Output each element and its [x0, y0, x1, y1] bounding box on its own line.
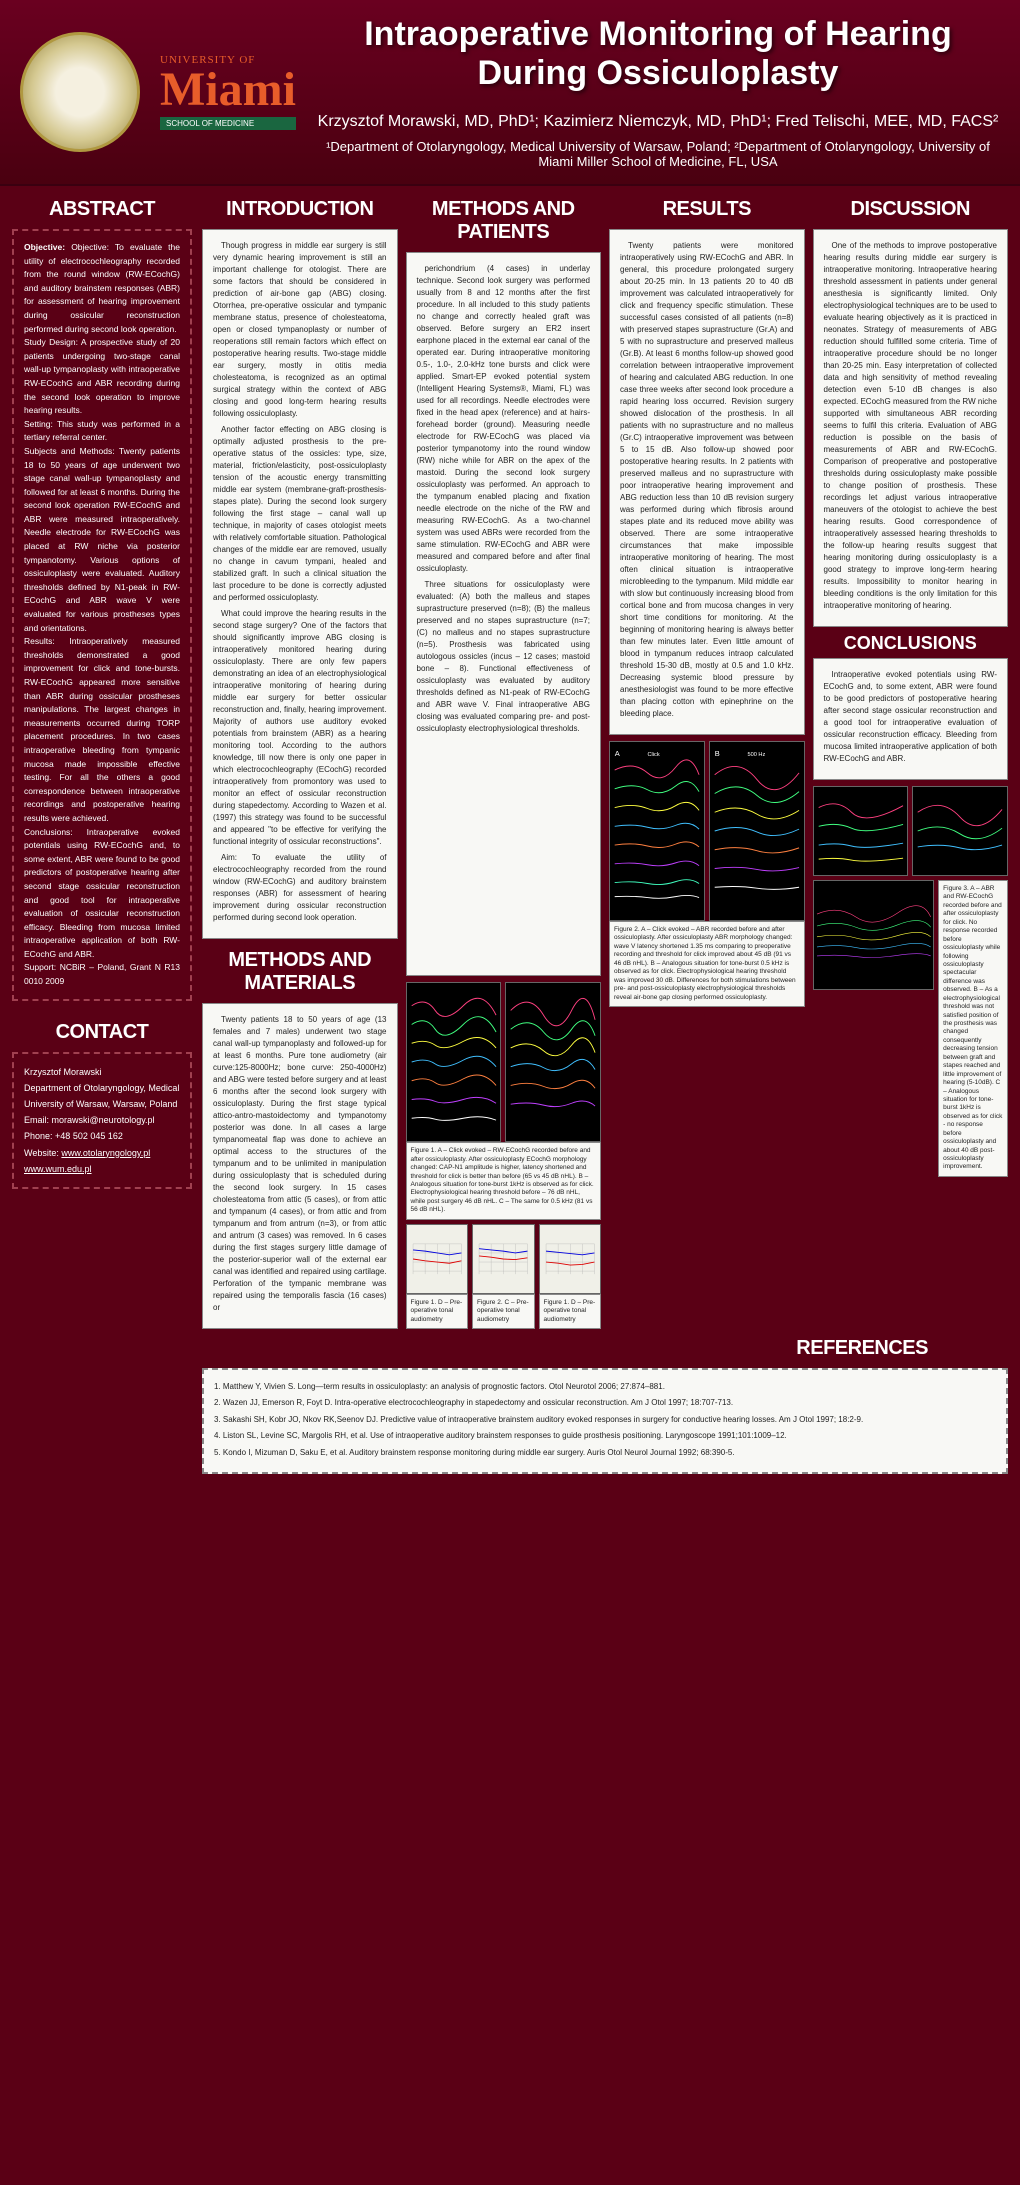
title-block: Intraoperative Monitoring of Hearing Dur…	[316, 15, 1000, 169]
conclusions-box: Intraoperative evoked potentials using R…	[813, 658, 1009, 780]
discussion-box: One of the methods to improve postoperat…	[813, 229, 1009, 627]
results-p1: Twenty patients were monitored intraoper…	[620, 240, 794, 720]
methods-patients-p2: Three situations for ossiculoplasty were…	[417, 579, 591, 735]
audiometry-row: Figure 1. D – Pre-operative tonal audiom…	[406, 1224, 602, 1329]
methods-materials-p1: Twenty patients 18 to 50 years of age (1…	[213, 1014, 387, 1314]
references-box: 1. Matthew Y, Vivien S. Long—term result…	[202, 1368, 1008, 1474]
abstract-p3: Setting: This study was performed in a t…	[24, 418, 180, 445]
contact-name: Krzysztof Morawski	[24, 1064, 180, 1080]
abstract-p2: Study Design: A prospective study of 20 …	[24, 336, 180, 418]
introduction-box: Though progress in middle ear surgery is…	[202, 229, 398, 939]
contact-website2[interactable]: www.wum.edu.pl	[24, 1164, 92, 1174]
discussion-p1: One of the methods to improve postoperat…	[824, 240, 998, 612]
abstract-p5: Results: Intraoperatively measured thres…	[24, 635, 180, 825]
audiometry-1d-cap: Figure 1. D – Pre-operative tonal audiom…	[406, 1294, 469, 1329]
university-seal	[20, 32, 140, 152]
figure-2b: B 500 Hz	[709, 741, 805, 921]
left-column: ABSTRACT Objective: Objective: To evalua…	[12, 198, 192, 1474]
conclusions-heading: CONCLUSIONS	[813, 633, 1009, 654]
top-columns: INTRODUCTION Though progress in middle e…	[202, 198, 1008, 1329]
figure2-caption: Figure 2. A – Click evoked – ABR recorde…	[609, 921, 805, 1007]
intro-p4: Aim: To evaluate the utility of electroc…	[213, 852, 387, 924]
abstract-p4: Subjects and Methods: Twenty patients 18…	[24, 445, 180, 635]
school-of-medicine: SCHOOL OF MEDICINE	[160, 117, 296, 130]
abstract-box: Objective: Objective: To evaluate the ut…	[12, 229, 192, 1001]
audiometry-1d2-cap: Figure 1. D – Pre-operative tonal audiom…	[539, 1294, 602, 1329]
introduction-heading: INTRODUCTION	[202, 198, 398, 221]
abstract-p7: Support: NCBiR – Poland, Grant N R13 001…	[24, 961, 180, 988]
figure-3c	[813, 880, 935, 990]
conclusions-p1: Intraoperative evoked potentials using R…	[824, 669, 998, 765]
methods-materials-box: Twenty patients 18 to 50 years of age (1…	[202, 1003, 398, 1329]
references-section: REFERENCES 1. Matthew Y, Vivien S. Long—…	[202, 1337, 1008, 1474]
figure3-row	[813, 786, 1009, 876]
abstract-heading: ABSTRACT	[12, 198, 192, 221]
ref-3: 3. Sakashi SH, Kobr JO, Nkov RK,Seenov D…	[214, 1413, 996, 1427]
figure-3a	[813, 786, 909, 876]
logo-block: UNIVERSITY OF Miami SCHOOL OF MEDICINE	[160, 54, 296, 130]
figure-1a	[406, 982, 502, 1142]
figure-2a: A Click	[609, 741, 705, 921]
ref-5: 5. Kondo I, Mizuman D, Saku E, et al. Au…	[214, 1446, 996, 1460]
figure1-row	[406, 982, 602, 1142]
figure-1b	[505, 982, 601, 1142]
figure3-caption: Figure 3. A – ABR and RW-ECochG recorded…	[938, 880, 1008, 1177]
poster-header: UNIVERSITY OF Miami SCHOOL OF MEDICINE I…	[0, 0, 1020, 186]
svg-text:A: A	[615, 749, 620, 758]
audiometry-2c	[472, 1224, 535, 1294]
authors-line: Krzysztof Morawski, MD, PhD¹; Kazimierz …	[316, 113, 1000, 131]
ref-1: 1. Matthew Y, Vivien S. Long—term result…	[214, 1380, 996, 1394]
intro-p3: What could improve the hearing results i…	[213, 608, 387, 848]
methods-patients-p1: perichondrium (4 cases) in underlay tech…	[417, 263, 591, 575]
ref-2: 2. Wazen JJ, Emerson R, Foyt D. Intra-op…	[214, 1396, 996, 1410]
figure1-caption: Figure 1. A – Click evoked – RW-ECochG r…	[406, 1142, 602, 1220]
results-heading: RESULTS	[609, 198, 805, 221]
contact-website-label: Website:	[24, 1148, 59, 1158]
poster-title: Intraoperative Monitoring of Hearing Dur…	[316, 15, 1000, 93]
affiliations: ¹Department of Otolaryngology, Medical U…	[316, 139, 1000, 169]
contact-heading: CONTACT	[12, 1021, 192, 1044]
audiometry-2c-cap: Figure 2. C – Pre-operative tonal audiom…	[472, 1294, 535, 1329]
methods-patients-heading: METHODS AND PATIENTS	[406, 198, 602, 244]
ref-4: 4. Liston SL, Levine SC, Margolis RH, et…	[214, 1429, 996, 1443]
miami-logo: Miami	[160, 68, 296, 111]
methods-patients-box: perichondrium (4 cases) in underlay tech…	[406, 252, 602, 976]
audiometry-1d	[406, 1224, 469, 1294]
results-column: RESULTS Twenty patients were monitored i…	[609, 198, 805, 1329]
discussion-column: DISCUSSION One of the methods to improve…	[813, 198, 1009, 1329]
methods-materials-heading: METHODS AND MATERIALS	[202, 949, 398, 995]
discussion-heading: DISCUSSION	[813, 198, 1009, 221]
figure-3b	[912, 786, 1008, 876]
introduction-column: INTRODUCTION Though progress in middle e…	[202, 198, 398, 1329]
svg-text:B: B	[714, 749, 719, 758]
results-box: Twenty patients were monitored intraoper…	[609, 229, 805, 735]
contact-email: morawski@neurotology.pl	[52, 1115, 155, 1125]
audiometry-1d2	[539, 1224, 602, 1294]
intro-p1: Though progress in middle ear surgery is…	[213, 240, 387, 420]
abstract-p6: Conclusions: Intraoperative evoked poten…	[24, 826, 180, 962]
contact-phone: +48 502 045 162	[55, 1131, 123, 1141]
poster-body: ABSTRACT Objective: Objective: To evalua…	[0, 186, 1020, 1486]
contact-box: Krzysztof Morawski Department of Otolary…	[12, 1052, 192, 1189]
right-area: INTRODUCTION Though progress in middle e…	[202, 198, 1008, 1474]
abstract-p1: Objective: To evaluate the utility of el…	[24, 242, 180, 334]
intro-p2: Another factor effecting on ABG closing …	[213, 424, 387, 604]
contact-website[interactable]: www.otolaryngology.pl	[61, 1148, 150, 1158]
svg-text:Click: Click	[648, 752, 660, 758]
figure2-row: A Click B 500 Hz	[609, 741, 805, 921]
abstract-objective-label: Objective:	[24, 242, 65, 252]
contact-phone-label: Phone:	[24, 1131, 53, 1141]
methods-patients-column: METHODS AND PATIENTS perichondrium (4 ca…	[406, 198, 602, 1329]
references-heading: REFERENCES	[202, 1337, 1008, 1360]
contact-email-label: Email:	[24, 1115, 49, 1125]
contact-dept: Department of Otolaryngology, Medical Un…	[24, 1080, 180, 1112]
svg-text:500 Hz: 500 Hz	[747, 752, 765, 758]
figure3-row2: Figure 3. A – ABR and RW-ECochG recorded…	[813, 880, 1009, 1177]
